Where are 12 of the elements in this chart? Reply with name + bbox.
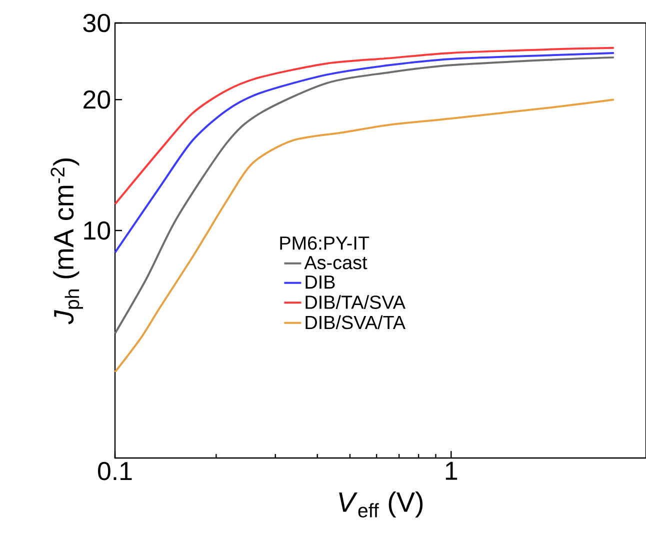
x-tick-label: 0.1 (98, 462, 132, 480)
x-axis-title: V$_{eff}$ (V) (339, 492, 423, 518)
legend-label: As-cast (304, 256, 368, 270)
y-tick-label: 10 (84, 221, 110, 240)
legend-label: DIB/TA/SVA (306, 295, 406, 309)
legend-label: DIB (306, 276, 335, 289)
legend-label: DIB/SVA/TA (306, 315, 406, 330)
y-tick-label: 20 (84, 90, 110, 109)
x-tick-label: 1 (446, 462, 458, 480)
legend-title: PM6:PY-IT (280, 236, 370, 250)
y-axis-title: J$_{ph}$ (mA cm$^{-2}$) (50, 158, 84, 324)
y-tick-label: 30 (83, 14, 110, 32)
